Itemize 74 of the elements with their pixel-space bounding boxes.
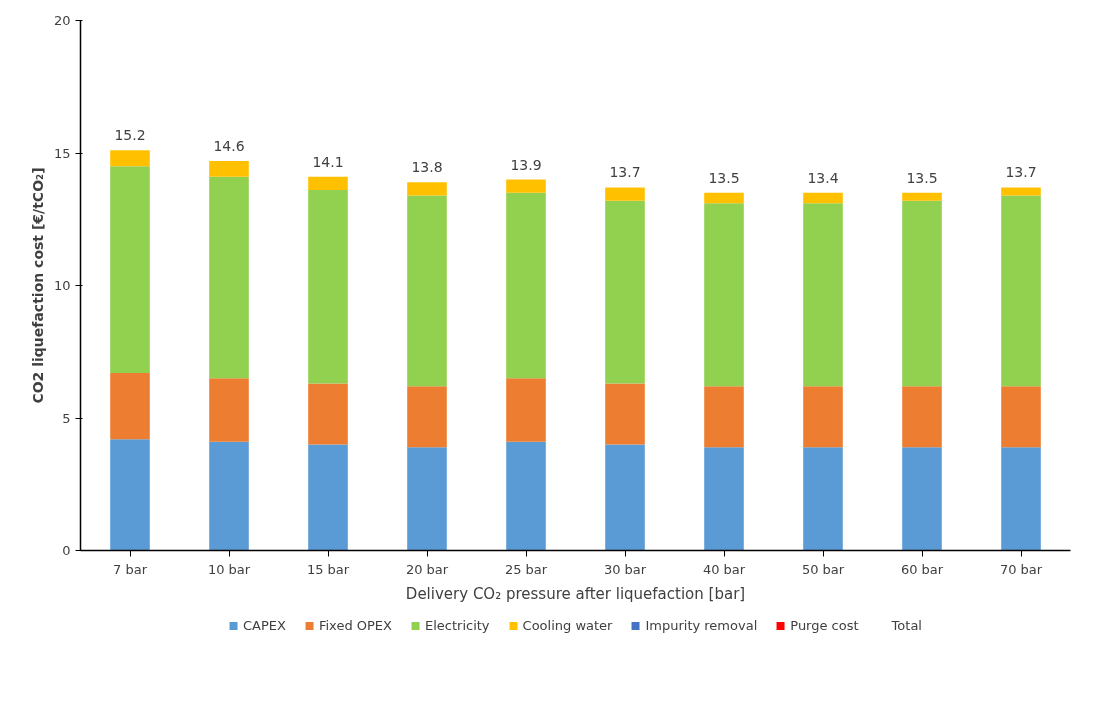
- x-tick-label: 15 bar: [306, 561, 350, 577]
- x-axis-title: Delivery CO₂ pressure after liquefaction [bar]: [405, 584, 746, 603]
- bar: [902, 386, 942, 448]
- total-label: 13.7: [609, 164, 641, 181]
- y-axis-title: CO2 liquefaction cost [€/tCO₂]: [29, 167, 46, 404]
- bar: [704, 386, 744, 448]
- bar: [308, 190, 348, 384]
- total-label: 13.7: [1005, 164, 1037, 181]
- bar: [1001, 187, 1041, 196]
- bar: [308, 444, 348, 551]
- total-label: 14.6: [213, 137, 245, 154]
- x-tick-label: 60 bar: [900, 561, 944, 577]
- bar: [209, 176, 249, 379]
- y-tick-label: 20: [53, 13, 71, 28]
- bar: [407, 195, 447, 387]
- bar: [1001, 195, 1041, 387]
- x-tick-label: 70 bar: [999, 561, 1043, 577]
- x-tick-label: 20 bar: [405, 561, 449, 577]
- bar: [1001, 386, 1041, 448]
- bar: [209, 378, 249, 442]
- bar: [803, 203, 843, 387]
- bar: [209, 441, 249, 551]
- total-label: 15.2: [114, 127, 146, 144]
- legend-label: Cooling water: [522, 617, 613, 633]
- bar: [1001, 447, 1041, 551]
- bar: [308, 176, 348, 191]
- bar: [704, 447, 744, 551]
- bar: [308, 383, 348, 445]
- x-tick-label: 50 bar: [801, 561, 845, 577]
- bar: [902, 200, 942, 387]
- bar: [110, 166, 150, 373]
- bar: [506, 192, 546, 379]
- x-tick-label: 10 bar: [207, 561, 251, 577]
- bar: [110, 372, 150, 440]
- bar: [209, 160, 249, 177]
- x-tick-label: 7 bar: [113, 561, 148, 577]
- bar: [803, 386, 843, 448]
- total-label: 13.5: [708, 169, 740, 186]
- total-label: 13.8: [411, 159, 443, 176]
- total-label: 13.5: [906, 169, 938, 186]
- legend-label: Fixed OPEX: [318, 617, 392, 633]
- bar: [803, 447, 843, 551]
- bar: [605, 200, 645, 384]
- bar: [407, 182, 447, 196]
- bar: [407, 447, 447, 551]
- bar: [605, 444, 645, 551]
- bar: [902, 192, 942, 201]
- x-tick-label: 25 bar: [504, 561, 548, 577]
- legend-label: Electricity: [424, 617, 490, 633]
- bar: [110, 439, 150, 551]
- x-tick-label: 30 bar: [603, 561, 647, 577]
- bar: [605, 187, 645, 201]
- total-label: 13.4: [807, 169, 839, 186]
- y-tick-label: 15: [53, 145, 71, 161]
- total-label: 14.1: [312, 153, 344, 170]
- legend-label: Purge cost: [790, 617, 859, 633]
- legend-label: Impurity removal: [645, 617, 758, 633]
- bar: [902, 447, 942, 551]
- bar: [506, 179, 546, 193]
- y-tick-label: 0: [62, 543, 71, 558]
- bar: [506, 441, 546, 551]
- bar: [704, 203, 744, 387]
- y-tick-label: 10: [53, 278, 71, 293]
- bar: [110, 150, 150, 167]
- legend-label: CAPEX: [243, 617, 286, 633]
- bar: [803, 192, 843, 204]
- bar: [407, 386, 447, 448]
- bar: [704, 192, 744, 204]
- bar: [605, 383, 645, 445]
- text: Total: [891, 617, 922, 633]
- bar: [506, 378, 546, 442]
- total-label: 13.9: [510, 156, 542, 173]
- y-tick-label: 5: [62, 410, 71, 426]
- x-tick-label: 40 bar: [702, 561, 746, 577]
